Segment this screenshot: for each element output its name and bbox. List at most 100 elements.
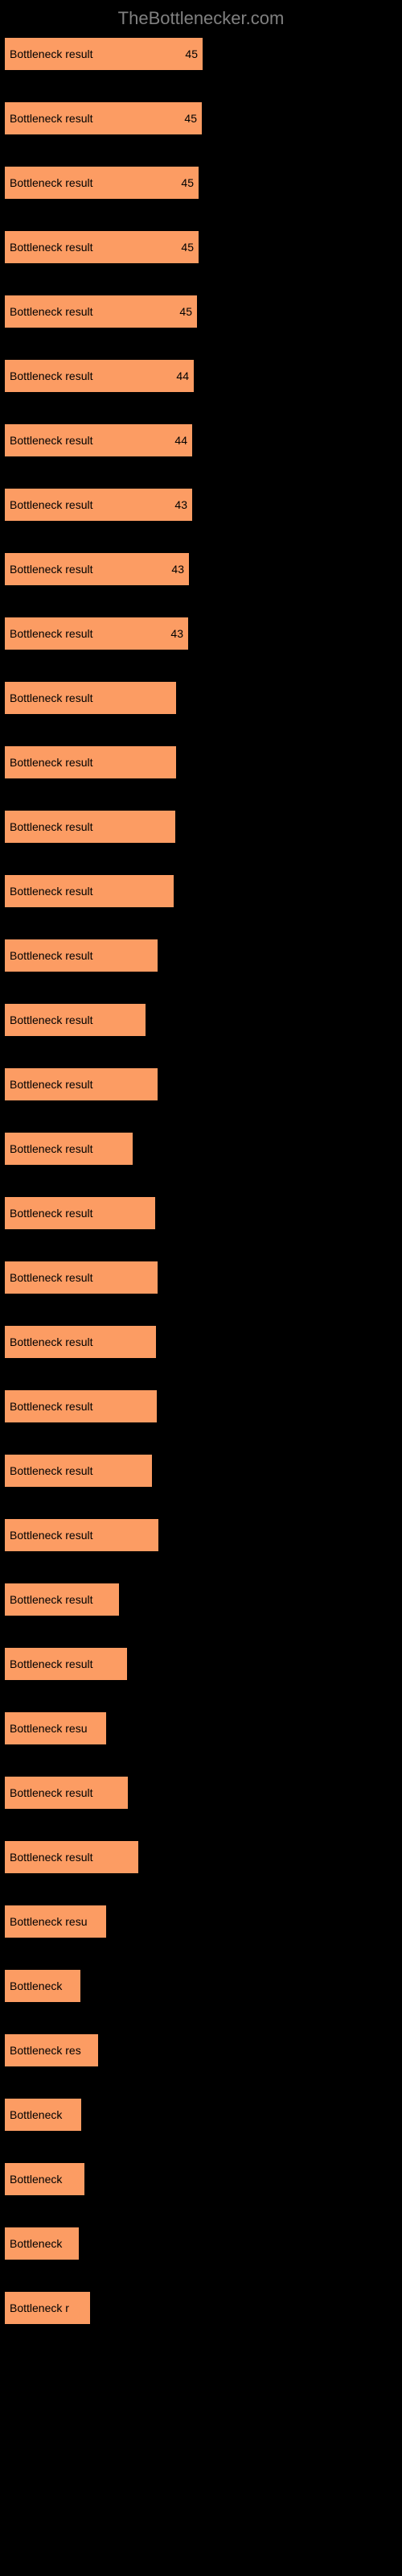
bar-row: Bottleneck result 45 [4,37,398,71]
site-header: TheBottlenecker.com [0,0,402,37]
bar-wrapper: Bottleneck [4,2162,398,2196]
bar-row: Bottleneck result [4,1067,398,1101]
bar-label: Bottleneck result [10,1013,93,1026]
bar-wrapper: Bottleneck result [4,1840,398,1874]
bar-wrapper: Bottleneck result 43 [4,552,398,586]
bar-wrapper: Bottleneck result43 [4,617,398,650]
bar-wrapper: Bottleneck result [4,1196,398,1230]
bar-label: Bottleneck result [10,305,93,318]
bar-row: Bottleneck resu [4,1905,398,1938]
bar-label: Bottleneck result [10,1335,93,1348]
bar: Bottleneck result45 [4,230,199,264]
bar-wrapper: Bottleneck result [4,745,398,779]
bar-row: Bottleneck result [4,1454,398,1488]
bar-label: Bottleneck result [10,949,93,962]
bar-row: Bottleneck result [4,1389,398,1423]
bar-wrapper: Bottleneck result43 [4,488,398,522]
bar-row: Bottleneck resu [4,1711,398,1745]
bar-wrapper: Bottleneck res [4,2033,398,2067]
bar-wrapper: Bottleneck result45 [4,230,398,264]
bar-value: 44 [174,434,187,447]
bar-wrapper: Bottleneck result 45 [4,37,398,71]
bar-wrapper: Bottleneck result [4,1003,398,1037]
bar-wrapper: Bottleneck result [4,1261,398,1294]
bar-label: Bottleneck result [10,112,93,125]
bar: Bottleneck result45 [4,166,199,200]
bar: Bottleneck result [4,1583,120,1616]
bar-wrapper: Bottleneck [4,2227,398,2260]
bar-label: Bottleneck result [10,820,93,833]
bar-row: Bottleneck result [4,1003,398,1037]
bar-row: Bottleneck result 43 [4,552,398,586]
bar-label: Bottleneck result [10,756,93,769]
bar-row: Bottleneck result45 [4,230,398,264]
bar-value: 43 [174,498,187,511]
bar-wrapper: Bottleneck result [4,1389,398,1423]
bar: Bottleneck result [4,874,174,908]
bar-wrapper: Bottleneck result [4,874,398,908]
bar-value: 45 [184,112,197,125]
bar-wrapper: Bottleneck [4,2098,398,2132]
bar-label: Bottleneck result [10,691,93,704]
bar-row: Bottleneck [4,1969,398,2003]
bar-wrapper: Bottleneck result 45 [4,101,398,135]
bar-row: Bottleneck result [4,1132,398,1166]
bar-label: Bottleneck result [10,563,93,576]
bar: Bottleneck result 44 [4,423,193,457]
bar-label: Bottleneck resu [10,1722,88,1735]
bar-label: Bottleneck result [10,434,93,447]
bar-row: Bottleneck [4,2227,398,2260]
bar: Bottleneck [4,2162,85,2196]
bar-row: Bottleneck result [4,1518,398,1552]
bar-wrapper: Bottleneck result 45 [4,295,398,328]
bar-label: Bottleneck result [10,47,93,60]
bar-row: Bottleneck res [4,2033,398,2067]
bar: Bottleneck [4,2098,82,2132]
bar-row: Bottleneck [4,2098,398,2132]
bar-label: Bottleneck res [10,2044,81,2057]
bar: Bottleneck r [4,2291,91,2325]
bar: Bottleneck result44 [4,359,195,393]
bar-label: Bottleneck result [10,1529,93,1542]
bar: Bottleneck result [4,1647,128,1681]
bar-label: Bottleneck [10,1979,62,1992]
bar: Bottleneck result [4,1261,158,1294]
bar: Bottleneck result [4,1776,129,1810]
bar: Bottleneck res [4,2033,99,2067]
bar-value: 43 [171,563,184,576]
bar: Bottleneck [4,1969,81,2003]
bar: Bottleneck result 45 [4,101,203,135]
bar-row: Bottleneck [4,2162,398,2196]
bar-wrapper: Bottleneck result [4,1647,398,1681]
bar-wrapper: Bottleneck result45 [4,166,398,200]
bar-label: Bottleneck result [10,241,93,254]
bar-row: Bottleneck result45 [4,166,398,200]
bar: Bottleneck resu [4,1711,107,1745]
bar-label: Bottleneck result [10,1271,93,1284]
bar: Bottleneck result 45 [4,295,198,328]
bar-label: Bottleneck result [10,1786,93,1799]
bar: Bottleneck result [4,1389,158,1423]
bar-label: Bottleneck r [10,2301,69,2314]
bar-row: Bottleneck result43 [4,488,398,522]
bar-row: Bottleneck result [4,1583,398,1616]
bar-row: Bottleneck result [4,745,398,779]
bar-wrapper: Bottleneck resu [4,1905,398,1938]
bar-row: Bottleneck result 44 [4,423,398,457]
bar-wrapper: Bottleneck r [4,2291,398,2325]
bar-row: Bottleneck result [4,939,398,972]
bar-value: 45 [185,47,198,60]
bar-wrapper: Bottleneck result [4,1518,398,1552]
bar-row: Bottleneck result [4,1647,398,1681]
bar-label: Bottleneck resu [10,1915,88,1928]
bar-row: Bottleneck r [4,2291,398,2325]
bar-row: Bottleneck result [4,810,398,844]
bar: Bottleneck result [4,810,176,844]
bar-label: Bottleneck result [10,885,93,898]
bar-row: Bottleneck result [4,1261,398,1294]
bar-value: 45 [179,305,192,318]
bar: Bottleneck result43 [4,488,193,522]
bar-row: Bottleneck result [4,1325,398,1359]
bar-label: Bottleneck result [10,1078,93,1091]
bar: Bottleneck result [4,1840,139,1874]
